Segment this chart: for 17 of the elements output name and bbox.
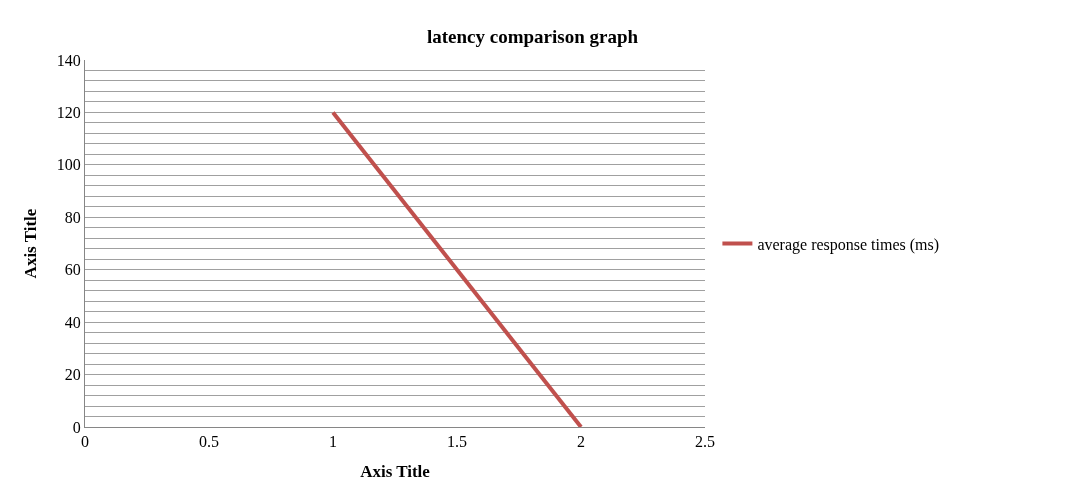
y-tick-label: 60 bbox=[64, 261, 81, 279]
x-tick-label: 1 bbox=[329, 433, 337, 451]
x-tick-label: 1.5 bbox=[447, 433, 467, 451]
x-tick-label: 0.5 bbox=[199, 433, 219, 451]
x-axis-title: Axis Title bbox=[360, 461, 431, 481]
y-tick-label: 20 bbox=[64, 366, 81, 384]
y-tick-label: 100 bbox=[56, 156, 81, 174]
y-tick-label: 0 bbox=[72, 418, 81, 436]
chart-title: latency comparison graph bbox=[426, 26, 639, 48]
y-axis-title: Axis Title bbox=[21, 208, 41, 279]
y-tick-label: 40 bbox=[64, 313, 81, 331]
y-tick-label: 80 bbox=[64, 208, 81, 226]
x-tick-label: 2 bbox=[577, 433, 585, 451]
y-tick-label: 120 bbox=[56, 104, 81, 122]
legend-label: average response times (ms) bbox=[757, 235, 940, 254]
y-tick-label: 140 bbox=[56, 51, 81, 69]
x-tick-label: 2.5 bbox=[695, 433, 715, 451]
